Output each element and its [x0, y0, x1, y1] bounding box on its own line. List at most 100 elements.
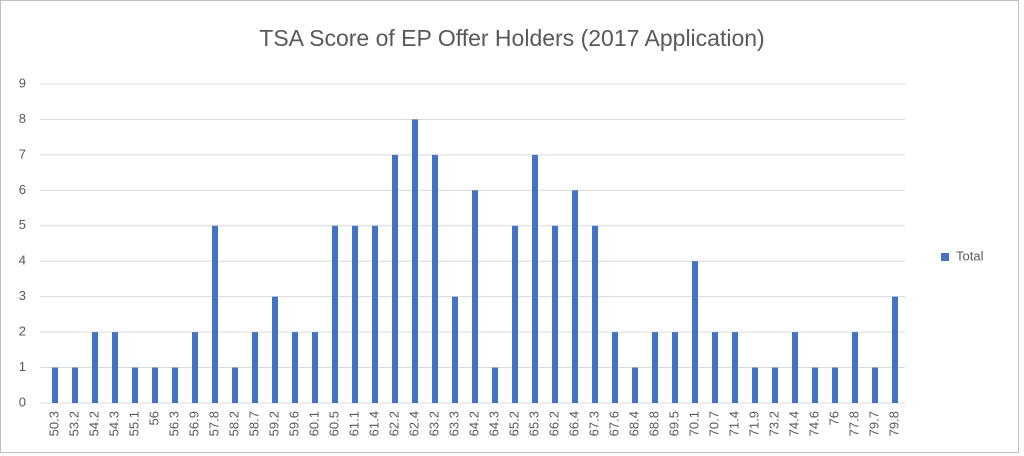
bar — [512, 225, 518, 403]
x-tick-label: 58.7 — [246, 411, 261, 436]
x-tick-label: 56.3 — [166, 411, 181, 436]
x-tick-label: 55.1 — [126, 411, 141, 436]
x-tick-label: 62.4 — [406, 411, 421, 436]
y-tick-label: 4 — [19, 253, 26, 268]
bar — [132, 367, 138, 403]
bar — [252, 332, 258, 403]
bar — [192, 332, 198, 403]
bar — [732, 332, 738, 403]
bar — [672, 332, 678, 403]
y-tick-label: 7 — [19, 146, 26, 161]
y-tick-label: 9 — [19, 75, 26, 90]
bar — [792, 332, 798, 403]
bar — [232, 367, 238, 403]
chart-title: TSA Score of EP Offer Holders (2017 Appl… — [259, 25, 764, 51]
x-tick-label: 71.9 — [746, 411, 761, 436]
x-tick-label: 74.6 — [806, 411, 821, 436]
bar — [92, 332, 98, 403]
x-tick-label: 66.2 — [546, 411, 561, 436]
bar — [72, 367, 78, 403]
bar — [352, 225, 358, 403]
x-tick-label: 71.4 — [726, 411, 741, 436]
x-tick-label: 77.8 — [846, 411, 861, 436]
x-tick-label: 69.5 — [666, 411, 681, 436]
x-tick-label: 56.9 — [186, 411, 201, 436]
bar — [52, 367, 58, 403]
bar — [172, 367, 178, 403]
x-tick-label: 73.2 — [766, 411, 781, 436]
bar — [312, 332, 318, 403]
x-tick-label: 64.2 — [466, 411, 481, 436]
x-tick-label: 50.3 — [46, 411, 61, 436]
bar — [612, 332, 618, 403]
x-tick-label: 68.8 — [646, 411, 661, 436]
x-tick-label: 56 — [146, 411, 161, 425]
bar — [892, 296, 898, 403]
x-tick-label: 65.2 — [506, 411, 521, 436]
x-tick-label: 76 — [826, 411, 841, 425]
x-tick-label: 59.2 — [266, 411, 281, 436]
legend-swatch — [941, 253, 949, 261]
bar — [552, 225, 558, 403]
x-tick-label: 57.8 — [206, 411, 221, 436]
bar — [652, 332, 658, 403]
x-tick-label: 70.1 — [686, 411, 701, 436]
x-tick-label: 65.3 — [526, 411, 541, 436]
bar — [412, 119, 418, 403]
y-tick-label: 3 — [19, 288, 26, 303]
bar — [692, 261, 698, 403]
bar — [572, 190, 578, 403]
x-tick-label: 54.2 — [86, 411, 101, 436]
bar — [432, 154, 438, 403]
bar — [272, 296, 278, 403]
x-tick-label: 67.6 — [606, 411, 621, 436]
x-tick-label: 67.3 — [586, 411, 601, 436]
x-tick-label: 62.2 — [386, 411, 401, 436]
x-tick-label: 70.7 — [706, 411, 721, 436]
x-tick-label: 60.1 — [306, 411, 321, 436]
x-tick-label: 68.4 — [626, 411, 641, 436]
bar — [752, 367, 758, 403]
y-tick-label: 0 — [19, 394, 26, 409]
bar — [852, 332, 858, 403]
bar — [372, 225, 378, 403]
bar — [592, 225, 598, 403]
bar — [212, 225, 218, 403]
x-tick-label: 79.8 — [886, 411, 901, 436]
x-tick-label: 74.4 — [786, 411, 801, 436]
bar — [292, 332, 298, 403]
bar — [452, 296, 458, 403]
bar — [872, 367, 878, 403]
bar — [472, 190, 478, 403]
bar — [332, 225, 338, 403]
y-tick-label: 5 — [19, 217, 26, 232]
bar — [772, 367, 778, 403]
y-tick-label: 8 — [19, 111, 26, 126]
bar — [392, 154, 398, 403]
x-tick-label: 53.2 — [66, 411, 81, 436]
x-tick-label: 63.2 — [426, 411, 441, 436]
bar — [632, 367, 638, 403]
x-tick-label: 60.5 — [326, 411, 341, 436]
x-tick-label: 59.6 — [286, 411, 301, 436]
x-tick-label: 61.4 — [366, 411, 381, 436]
bar — [492, 367, 498, 403]
x-tick-label: 61.1 — [346, 411, 361, 436]
legend-label: Total — [956, 248, 984, 263]
bar — [152, 367, 158, 403]
y-tick-label: 2 — [19, 324, 26, 339]
x-tick-label: 63.3 — [446, 411, 461, 436]
x-tick-label: 58.2 — [226, 411, 241, 436]
x-tick-label: 64.3 — [486, 411, 501, 436]
bar — [832, 367, 838, 403]
x-tick-label: 66.4 — [566, 411, 581, 436]
bar — [812, 367, 818, 403]
bar — [112, 332, 118, 403]
bar — [532, 154, 538, 403]
x-tick-label: 79.7 — [866, 411, 881, 436]
bar — [712, 332, 718, 403]
y-tick-label: 1 — [19, 359, 26, 374]
y-tick-label: 6 — [19, 182, 26, 197]
